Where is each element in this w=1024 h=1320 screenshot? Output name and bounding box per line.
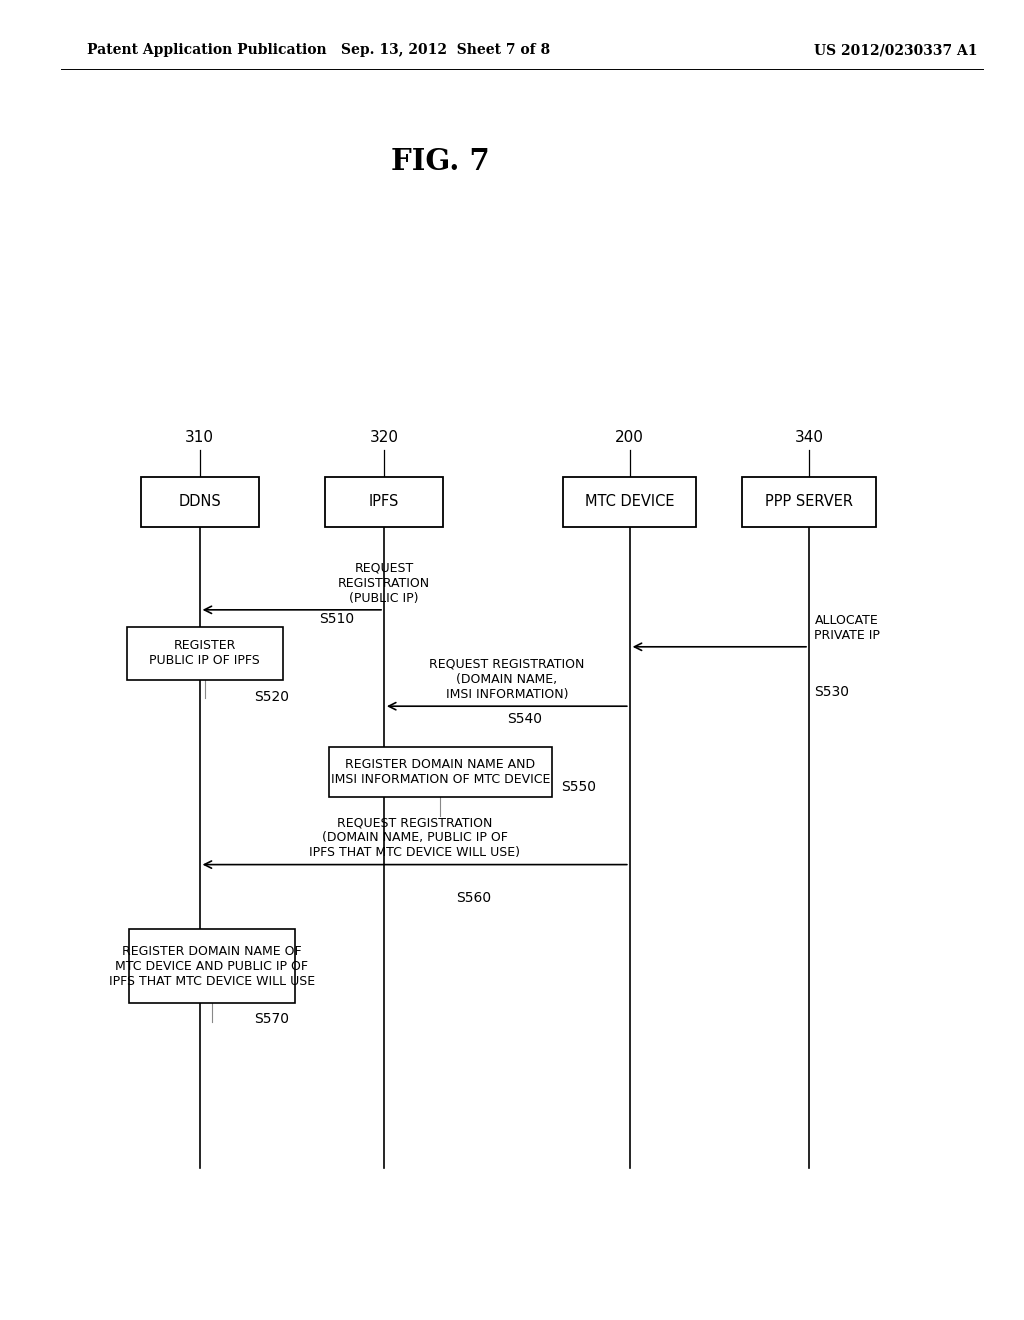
Bar — [742, 477, 876, 527]
Text: S520: S520 — [254, 690, 289, 704]
Text: MTC DEVICE: MTC DEVICE — [585, 494, 675, 510]
Bar — [329, 747, 552, 797]
Bar — [127, 627, 283, 680]
Text: 320: 320 — [370, 430, 398, 445]
Text: REQUEST
REGISTRATION
(PUBLIC IP): REQUEST REGISTRATION (PUBLIC IP) — [338, 561, 430, 605]
Text: S510: S510 — [319, 612, 354, 626]
Text: REQUEST REGISTRATION
(DOMAIN NAME,
IMSI INFORMATION): REQUEST REGISTRATION (DOMAIN NAME, IMSI … — [429, 657, 585, 701]
Text: Patent Application Publication: Patent Application Publication — [87, 44, 327, 57]
Text: S550: S550 — [561, 780, 596, 793]
Text: Sep. 13, 2012  Sheet 7 of 8: Sep. 13, 2012 Sheet 7 of 8 — [341, 44, 550, 57]
Text: REGISTER DOMAIN NAME OF
MTC DEVICE AND PUBLIC IP OF
IPFS THAT MTC DEVICE WILL US: REGISTER DOMAIN NAME OF MTC DEVICE AND P… — [109, 945, 315, 987]
Text: 310: 310 — [185, 430, 214, 445]
Text: S530: S530 — [814, 685, 849, 698]
Text: PPP SERVER: PPP SERVER — [765, 494, 853, 510]
Text: REGISTER
PUBLIC IP OF IPFS: REGISTER PUBLIC IP OF IPFS — [150, 639, 260, 668]
Text: S560: S560 — [456, 891, 490, 904]
Text: IPFS: IPFS — [369, 494, 399, 510]
Bar — [563, 477, 696, 527]
Text: US 2012/0230337 A1: US 2012/0230337 A1 — [814, 44, 978, 57]
Text: ALLOCATE
PRIVATE IP: ALLOCATE PRIVATE IP — [814, 614, 880, 642]
Text: S570: S570 — [254, 1012, 289, 1026]
Text: REQUEST REGISTRATION
(DOMAIN NAME, PUBLIC IP OF
IPFS THAT MTC DEVICE WILL USE): REQUEST REGISTRATION (DOMAIN NAME, PUBLI… — [309, 816, 520, 859]
Bar — [326, 477, 442, 527]
Text: DDNS: DDNS — [178, 494, 221, 510]
Text: S540: S540 — [507, 713, 542, 726]
Bar — [141, 477, 258, 527]
Text: 200: 200 — [615, 430, 644, 445]
Text: REGISTER DOMAIN NAME AND
IMSI INFORMATION OF MTC DEVICE: REGISTER DOMAIN NAME AND IMSI INFORMATIO… — [331, 758, 550, 787]
Text: FIG. 7: FIG. 7 — [391, 147, 489, 176]
Bar — [129, 929, 295, 1003]
Text: 340: 340 — [795, 430, 823, 445]
